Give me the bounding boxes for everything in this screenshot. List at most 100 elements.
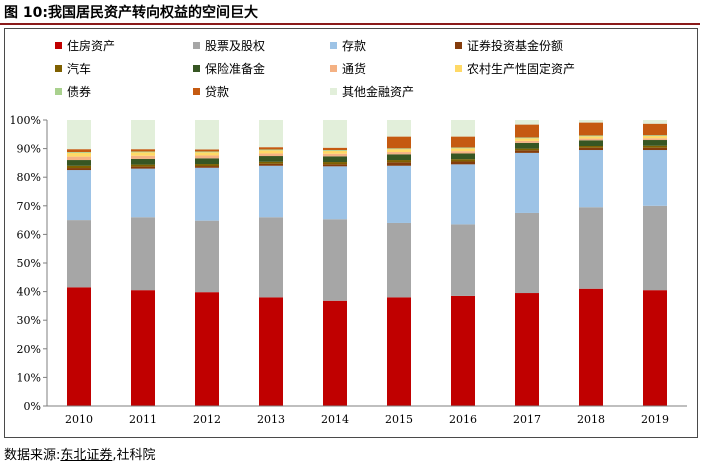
bar-segment-2014-3: [323, 166, 347, 220]
bar-segment-2013-3: [259, 165, 283, 218]
bar-segment-2012-5: [195, 164, 219, 167]
bar-segment-2010-10: [67, 149, 91, 153]
x-tick-label: 2010: [65, 413, 93, 426]
y-tick-label: 70%: [17, 200, 41, 213]
bar-stack-2017: [515, 120, 539, 406]
legend-label-1: 住房资产: [67, 38, 115, 53]
legend-label-2: 股票及股权: [205, 39, 265, 53]
bar-segment-2017-10: [515, 124, 539, 138]
bar-segment-2010-2: [67, 220, 91, 288]
y-tick-label: 60%: [17, 228, 41, 241]
bar-segment-2015-3: [387, 165, 411, 223]
bar-segment-2017-6: [515, 142, 539, 149]
bar-segment-2010-5: [67, 165, 91, 169]
title-rule: [0, 23, 700, 25]
bar-segment-2012-10: [195, 149, 219, 152]
bar-segment-2011-6: [131, 158, 155, 165]
legend-swatch-4: [455, 42, 462, 49]
bar-stack-2011: [131, 120, 155, 406]
legend-swatch-10: [193, 88, 200, 95]
bar-segment-2019-9: [643, 135, 667, 137]
bar-segment-2013-2: [259, 217, 283, 298]
bar-segment-2018-10: [579, 122, 603, 136]
bar-segment-2017-5: [515, 148, 539, 151]
bar-segment-2012-2: [195, 220, 219, 293]
x-tick-label: 2019: [641, 413, 669, 426]
bar-segment-2019-1: [643, 290, 667, 406]
legend-swatch-9: [55, 88, 62, 95]
bar-segment-2010-1: [67, 287, 91, 406]
bar-segment-2014-9: [323, 150, 347, 151]
bar-segment-2019-6: [643, 140, 667, 146]
bar-segment-2012-8: [195, 152, 219, 156]
bar-segment-2019-5: [643, 145, 667, 148]
bar-segment-2017-3: [515, 152, 539, 213]
source-org-link[interactable]: 东北证券: [60, 448, 113, 463]
legend-swatch-7: [330, 65, 337, 72]
bar-segment-2015-6: [387, 154, 411, 161]
x-tick-label: 2017: [513, 413, 541, 426]
bar-segment-2019-8: [643, 136, 667, 139]
bar-stack-2016: [451, 120, 475, 406]
bar-segment-2016-11: [451, 120, 475, 137]
legend-swatch-3: [330, 42, 337, 49]
bar-segment-2016-9: [451, 147, 475, 149]
bar-segment-2019-10: [643, 123, 667, 136]
y-tick-label: 40%: [17, 286, 41, 299]
bar-segment-2018-4: [579, 147, 603, 151]
bar-segment-2016-5: [451, 159, 475, 162]
bar-segment-2016-4: [451, 161, 475, 165]
bar-segment-2018-2: [579, 207, 603, 289]
y-tick-label: 20%: [17, 343, 41, 356]
bar-segment-2014-1: [323, 300, 347, 406]
bar-segment-2011-7: [131, 155, 155, 159]
x-axis: 2010 2011 2012 2013 2014 2015 2016 2017 2018 2019: [47, 405, 687, 426]
bar-segment-2010-6: [67, 160, 91, 166]
bar-segment-2017-8: [515, 138, 539, 141]
bar-segment-2018-1: [579, 288, 603, 406]
y-tick-label: 0%: [24, 400, 41, 413]
y-tick-label: 30%: [17, 314, 41, 327]
bar-segment-2019-2: [643, 205, 667, 291]
bar-segment-2017-7: [515, 140, 539, 143]
bar-segment-2017-2: [515, 212, 539, 294]
legend-label-6: 保险准备金: [205, 61, 265, 76]
bar-segment-2016-2: [451, 224, 475, 296]
legend-label-5: 汽车: [67, 61, 91, 76]
bar-segment-2016-3: [451, 164, 475, 225]
bar-segment-2018-7: [579, 138, 603, 141]
x-tick-label: 2016: [449, 413, 477, 426]
y-tick-label: 10%: [17, 371, 41, 384]
bar-segment-2019-3: [643, 150, 667, 206]
bar-segment-2016-8: [451, 148, 475, 152]
bar-segment-2018-9: [579, 135, 603, 137]
bar-segment-2010-3: [67, 170, 91, 221]
legend-label-10: 贷款: [205, 85, 229, 99]
bar-segment-2010-8: [67, 152, 91, 157]
bar-stack-2010: [67, 120, 91, 406]
bar-segment-2018-11: [579, 120, 603, 123]
bar-segment-2011-1: [131, 290, 155, 406]
bar-segment-2010-4: [67, 168, 91, 171]
bar-segment-2018-3: [579, 150, 603, 208]
bar-segment-2015-4: [387, 162, 411, 166]
x-tick-label: 2018: [577, 413, 605, 426]
bar-segment-2011-11: [131, 120, 155, 150]
bar-stack-2013: [259, 120, 283, 406]
chart-bars: [67, 120, 667, 406]
y-axis: 0% 10% 20% 30% 40% 50% 60% 70% 80% 90% 100%: [10, 114, 48, 413]
bar-segment-2013-1: [259, 297, 283, 406]
bar-segment-2015-8: [387, 149, 411, 153]
bar-segment-2017-9: [515, 137, 539, 139]
legend-swatch-5: [55, 65, 62, 72]
bar-segment-2014-7: [323, 153, 347, 157]
bar-segment-2011-10: [131, 149, 155, 152]
bar-stack-2018: [579, 120, 603, 406]
bar-segment-2015-10: [387, 136, 411, 149]
bar-segment-2012-11: [195, 120, 219, 150]
bar-segment-2015-2: [387, 222, 411, 298]
bar-segment-2015-11: [387, 120, 411, 137]
bar-segment-2011-5: [131, 164, 155, 167]
legend-swatch-6: [193, 65, 200, 72]
